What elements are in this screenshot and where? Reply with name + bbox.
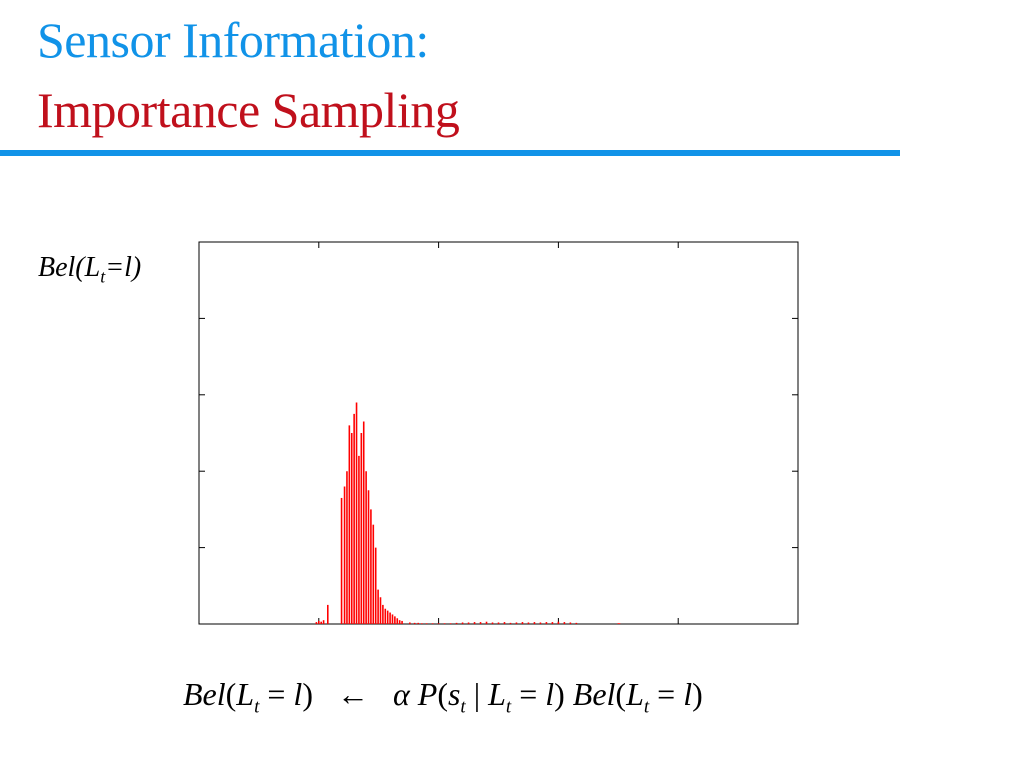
title-underline [0,150,900,156]
formula-s-t: t [460,696,466,718]
formula-mid-val: l [545,676,555,712]
formula-space [313,676,337,712]
formula-space [369,676,393,712]
formula-arrow: ← [336,676,369,712]
formula-space [410,676,418,712]
plot-frame [198,241,799,625]
formula-paren: ( [225,676,237,712]
chart-y-axis-label: Bel(Lt=l) [38,252,141,288]
formula-lhs-val: l [293,676,303,712]
slide-title-line2: Importance Sampling [37,82,460,138]
formula-paren: ) [554,676,573,712]
formula-mid-eq: = [511,676,546,712]
formula-mid-t: t [505,696,512,718]
formula-paren: ) [302,676,313,712]
formula-lhs-eq: = [259,676,294,712]
formula-lhs-t: t [254,696,260,718]
formula-p: P [417,676,438,712]
formula-alpha: α [392,676,410,712]
formula-rhs-t: t [643,696,650,718]
ylabel-text: Bel(Lt=l) [38,252,142,287]
formula-rhs-eq: = [649,676,684,712]
formula-paren: ( [615,676,627,712]
formula-lhs-l: L [236,676,255,712]
formula-rhs-bel: Bel [572,676,616,712]
formula-s: s [447,676,461,712]
slide-title-line1: Sensor Information: [37,12,429,68]
formula-rhs-l: L [626,676,644,712]
formula-rhs-val: l [683,676,693,712]
formula-paren: ) [692,676,703,712]
formula-lhs-bel: Bel [183,676,226,712]
formula-paren: ( [437,676,448,712]
formula-bar: | [465,676,489,712]
formula-mid-l: L [488,676,506,712]
update-formula: Bel(Lt = l) ← α P(st | Lt = l) Bel(Lt = … [183,676,703,718]
